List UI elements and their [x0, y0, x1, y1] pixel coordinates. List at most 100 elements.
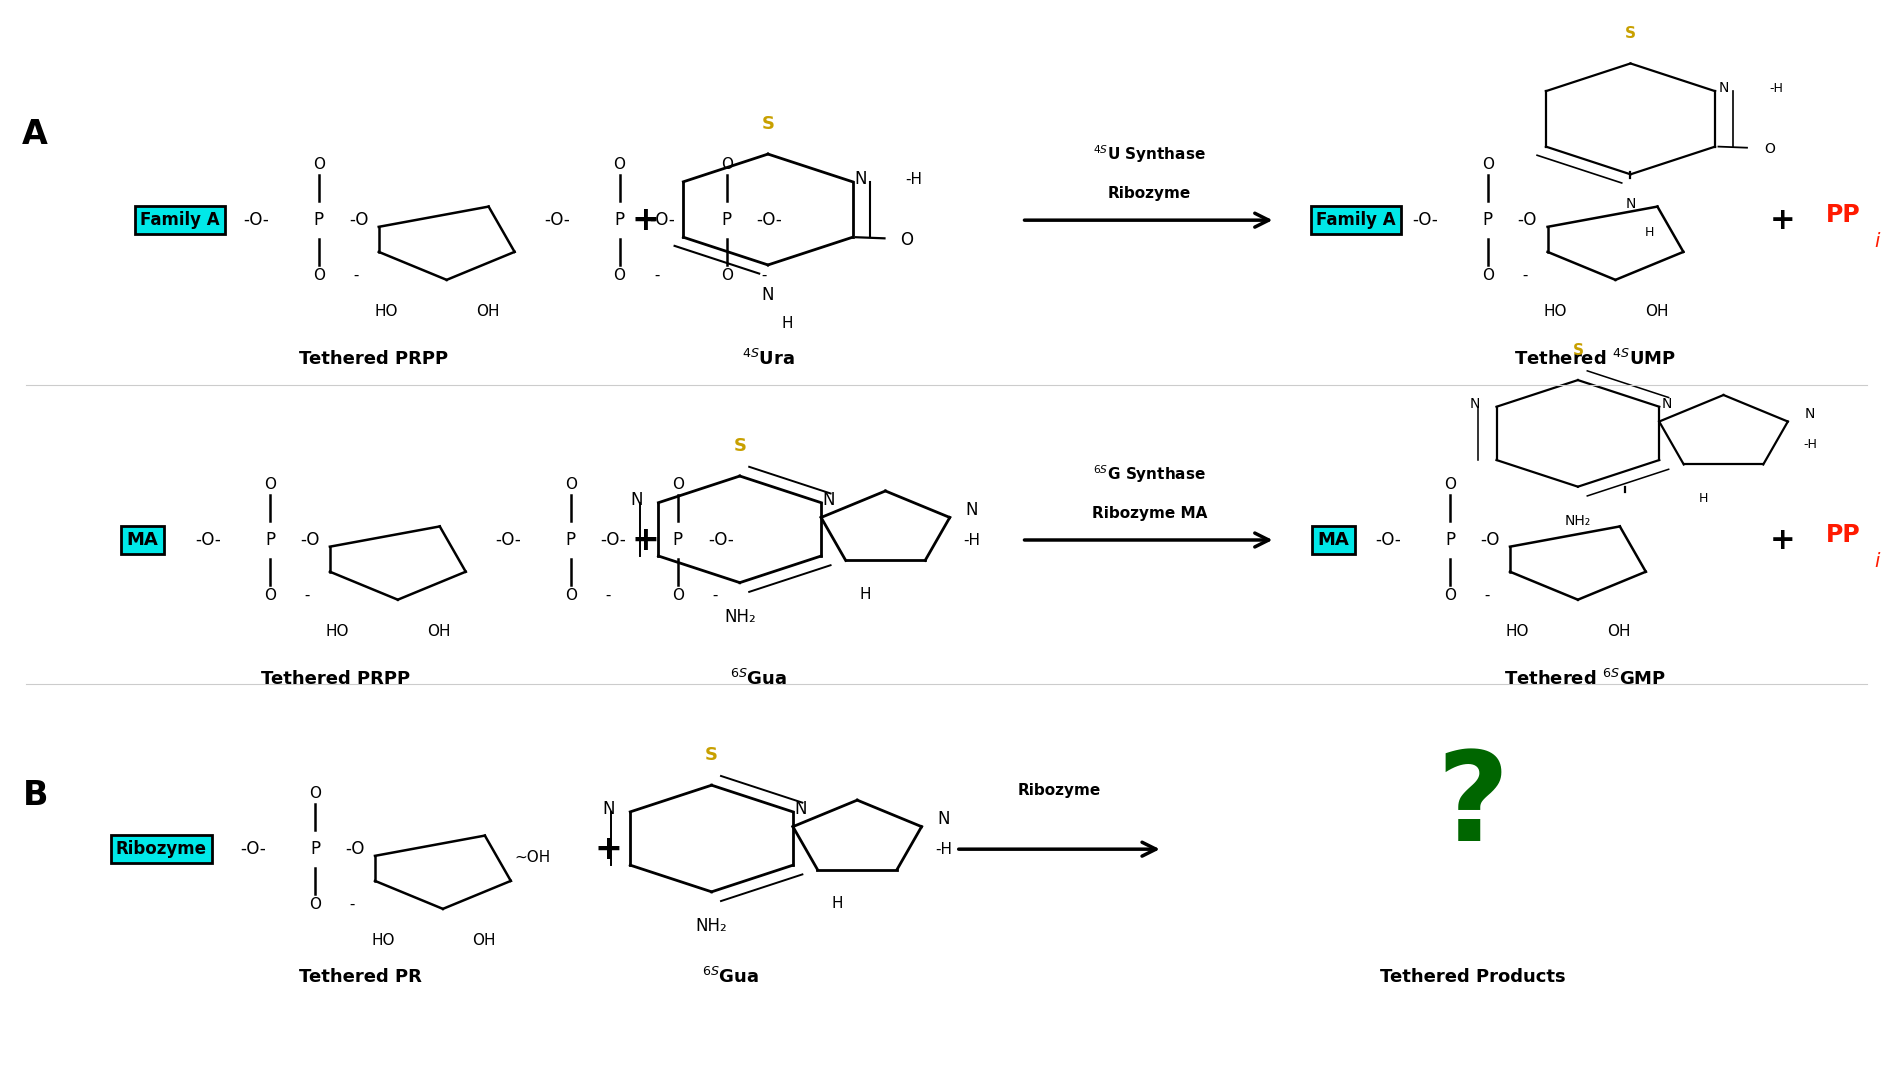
Text: N: N — [823, 491, 835, 509]
Text: N: N — [1662, 397, 1672, 411]
Text: O: O — [1444, 588, 1456, 603]
Text: OH: OH — [477, 305, 500, 320]
Text: O: O — [1482, 268, 1494, 283]
Text: S: S — [761, 116, 774, 133]
Text: P: P — [265, 531, 274, 549]
Text: -H: -H — [964, 532, 981, 548]
Text: i: i — [1874, 232, 1880, 251]
Text: S: S — [1624, 26, 1636, 41]
Text: HO: HO — [371, 933, 394, 948]
Text: -O-: -O- — [1412, 212, 1439, 229]
Text: N: N — [761, 286, 774, 303]
Text: O: O — [901, 231, 914, 249]
Text: ~OH: ~OH — [515, 850, 551, 865]
Text: N: N — [1804, 407, 1815, 421]
Text: PP: PP — [1827, 523, 1861, 546]
Text: Ribozyme MA: Ribozyme MA — [1092, 505, 1208, 521]
Text: -O-: -O- — [240, 840, 265, 859]
Text: P: P — [672, 531, 683, 549]
Text: -H: -H — [1768, 82, 1783, 95]
Text: -: - — [649, 268, 661, 283]
Text: HO: HO — [1507, 624, 1530, 639]
Text: $^{6S}$G Synthase: $^{6S}$G Synthase — [1092, 463, 1206, 485]
Text: P: P — [314, 212, 324, 229]
Text: HO: HO — [326, 624, 350, 639]
Text: -O-: -O- — [1374, 531, 1401, 549]
Text: N: N — [1719, 81, 1728, 95]
Text: -O-: -O- — [708, 531, 734, 549]
Text: -: - — [1518, 268, 1528, 283]
Text: NH₂: NH₂ — [1566, 514, 1590, 528]
Text: -: - — [1480, 588, 1490, 603]
Text: P: P — [1482, 212, 1494, 229]
Text: OH: OH — [1645, 305, 1668, 320]
Text: $^{4S}$U Synthase: $^{4S}$U Synthase — [1092, 144, 1206, 165]
Text: Ribozyme: Ribozyme — [115, 840, 206, 859]
Text: P: P — [721, 212, 733, 229]
Text: O: O — [672, 588, 683, 603]
Text: -: - — [600, 588, 611, 603]
Text: $^{6S}$Gua: $^{6S}$Gua — [702, 967, 759, 987]
Text: NH₂: NH₂ — [723, 608, 755, 625]
Text: O: O — [309, 786, 322, 801]
Text: -H: -H — [1802, 437, 1817, 450]
Text: -H: -H — [935, 841, 952, 856]
Text: ?: ? — [1437, 746, 1509, 867]
Text: -O: -O — [1480, 531, 1499, 549]
Text: P: P — [566, 531, 575, 549]
Text: Tethered PRPP: Tethered PRPP — [261, 670, 411, 688]
Text: Tethered Products: Tethered Products — [1380, 968, 1566, 986]
Text: O: O — [1444, 477, 1456, 492]
Text: -: - — [348, 268, 360, 283]
Text: N: N — [630, 491, 644, 509]
Text: H: H — [831, 896, 842, 912]
Text: N: N — [854, 170, 867, 188]
Text: P: P — [1444, 531, 1456, 549]
Text: -O-: -O- — [244, 212, 269, 229]
Text: PP: PP — [1827, 203, 1861, 227]
Text: Tethered $^{6S}$GMP: Tethered $^{6S}$GMP — [1505, 669, 1666, 689]
Text: $^{4S}$Ura: $^{4S}$Ura — [742, 349, 795, 368]
Text: Tethered PR: Tethered PR — [299, 968, 422, 986]
Text: MA: MA — [127, 531, 159, 549]
Text: -: - — [301, 588, 310, 603]
Text: -H: -H — [905, 172, 922, 187]
Text: O: O — [564, 588, 577, 603]
Text: O: O — [672, 477, 683, 492]
Text: HO: HO — [375, 305, 398, 320]
Text: Ribozyme: Ribozyme — [1018, 783, 1102, 798]
Text: -O-: -O- — [600, 531, 627, 549]
Text: N: N — [1469, 397, 1480, 411]
Text: Tethered PRPP: Tethered PRPP — [299, 350, 449, 368]
Text: -: - — [345, 897, 356, 913]
Text: O: O — [263, 588, 276, 603]
Text: S: S — [704, 746, 717, 765]
Text: N: N — [965, 501, 979, 519]
Text: O: O — [309, 897, 322, 913]
Text: N: N — [602, 800, 615, 819]
Text: P: P — [310, 840, 320, 859]
Text: -O-: -O- — [757, 212, 782, 229]
Text: N: N — [1626, 198, 1636, 212]
Text: OH: OH — [1607, 624, 1632, 639]
Text: -O: -O — [348, 212, 369, 229]
Text: S: S — [733, 437, 746, 455]
Text: MA: MA — [1318, 531, 1350, 549]
Text: -O-: -O- — [545, 212, 570, 229]
Text: P: P — [615, 212, 625, 229]
Text: i: i — [1874, 552, 1880, 571]
Text: N: N — [795, 800, 806, 819]
Text: O: O — [721, 158, 733, 172]
Text: O: O — [613, 158, 625, 172]
Text: O: O — [312, 268, 326, 283]
Text: -O-: -O- — [649, 212, 676, 229]
Text: -O: -O — [301, 531, 320, 549]
Text: -O-: -O- — [496, 531, 521, 549]
Text: -: - — [708, 588, 717, 603]
Text: O: O — [564, 477, 577, 492]
Text: O: O — [312, 158, 326, 172]
Text: $^{6S}$Gua: $^{6S}$Gua — [731, 669, 787, 689]
Text: OH: OH — [428, 624, 451, 639]
Text: -O-: -O- — [195, 531, 221, 549]
Text: H: H — [782, 316, 793, 332]
